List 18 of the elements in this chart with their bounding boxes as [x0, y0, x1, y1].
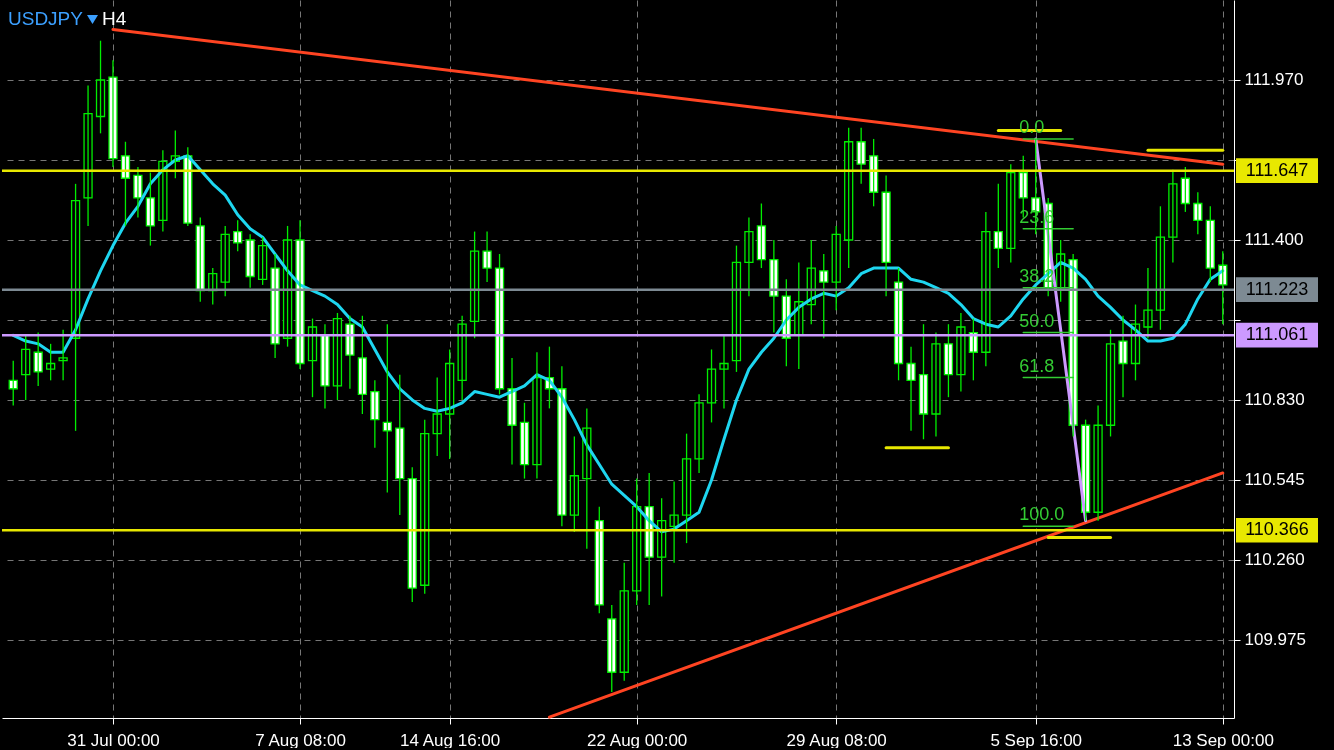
- chart-title: USDJPY: [8, 8, 83, 30]
- chart-subtitle: H4: [101, 8, 127, 30]
- y-tick-label: 110.260: [1244, 550, 1305, 570]
- ref-line-label: 111.647: [1245, 159, 1309, 180]
- candlestick: [819, 253, 829, 339]
- series-label: 100.0: [1019, 504, 1065, 525]
- y-tick-label: 111.400: [1244, 230, 1304, 250]
- y-tick-label: 111.970: [1244, 70, 1304, 90]
- ref-line-label: 110.366: [1245, 519, 1309, 540]
- ref-line-label: 111.223: [1245, 278, 1309, 299]
- series-label: 50.0: [1019, 310, 1055, 331]
- x-tick-label: 31 Jul 00:00: [67, 730, 160, 750]
- y-tick-label: 109.975: [1244, 630, 1306, 650]
- y-tick-label: 110.830: [1244, 390, 1305, 410]
- candlestick: [382, 323, 392, 494]
- ref-line-label: 111.061: [1245, 324, 1309, 345]
- series-label: 61.8: [1019, 355, 1055, 376]
- y-tick-label: 110.545: [1244, 470, 1305, 490]
